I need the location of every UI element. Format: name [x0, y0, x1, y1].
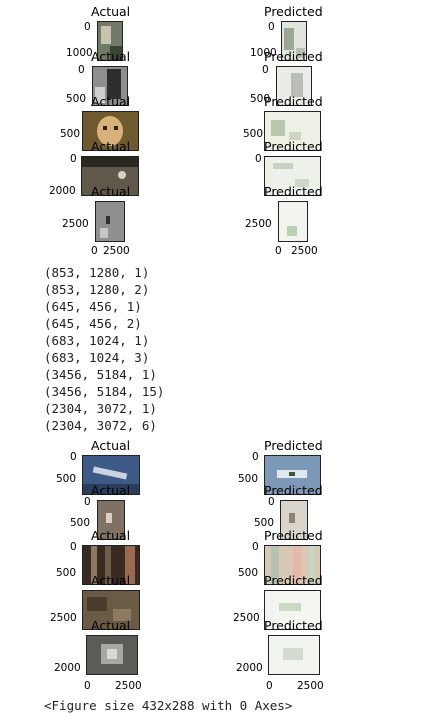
predicted-image-axes — [264, 111, 321, 151]
output-line: (3456, 5184, 1) — [44, 367, 157, 382]
x-tick-label: 0 — [84, 680, 91, 692]
output-line: (645, 456, 1) — [44, 299, 142, 314]
x-tick-label: 0 — [91, 245, 98, 257]
x-tick-label: 2500 — [297, 680, 324, 692]
x-tick-label: 0 — [275, 245, 282, 257]
actual-title: Actual — [91, 618, 131, 633]
x-tick-label: 2500 — [103, 245, 130, 257]
actual-title: Actual — [91, 438, 131, 453]
predicted-image-axes — [264, 590, 321, 630]
predicted-image-axes — [281, 21, 307, 61]
output-line: (683, 1024, 1) — [44, 333, 150, 348]
actual-image-axes — [97, 21, 123, 61]
predicted-image-axes — [264, 156, 321, 196]
y-tick-label: 500 — [56, 473, 77, 485]
y-tick-label: 0 — [84, 496, 91, 508]
y-tick-label: 2500 — [245, 218, 272, 230]
actual-title: Actual — [91, 573, 131, 588]
actual-image-axes — [82, 545, 140, 585]
output-line: (645, 456, 2) — [44, 316, 142, 331]
y-tick-label: 500 — [238, 473, 259, 485]
y-tick-label: 500 — [66, 93, 87, 105]
actual-title: Actual — [91, 184, 131, 199]
y-tick-label: 0 — [255, 153, 262, 165]
y-tick-label: 2000 — [49, 185, 76, 197]
y-tick-label: 500 — [238, 567, 259, 579]
actual-image-axes — [97, 500, 125, 540]
y-tick-label: 2500 — [62, 218, 89, 230]
predicted-image-axes — [276, 66, 312, 106]
y-tick-label: 0 — [84, 21, 91, 33]
actual-title: Actual — [91, 4, 131, 19]
x-tick-label: 2500 — [115, 680, 142, 692]
y-tick-label: 500 — [250, 93, 271, 105]
output-line: (853, 1280, 1) — [44, 265, 150, 280]
y-tick-label: 500 — [243, 128, 264, 140]
y-tick-label: 500 — [56, 567, 77, 579]
y-tick-label: 2500 — [50, 612, 77, 624]
predicted-title: Predicted — [264, 139, 323, 154]
output-line: (683, 1024, 3) — [44, 350, 150, 365]
predicted-title: Predicted — [264, 184, 323, 199]
output-line: (3456, 5184, 15) — [44, 384, 165, 399]
predicted-title: Predicted — [264, 573, 323, 588]
output-line: (2304, 3072, 1) — [44, 401, 157, 416]
actual-title: Actual — [91, 49, 131, 64]
actual-title: Actual — [91, 528, 131, 543]
y-tick-label: 0 — [252, 541, 259, 553]
y-tick-label: 0 — [252, 451, 259, 463]
y-tick-label: 0 — [70, 541, 77, 553]
actual-title: Actual — [91, 139, 131, 154]
predicted-image-axes — [264, 545, 321, 585]
predicted-title: Predicted — [264, 483, 323, 498]
y-tick-label: 2000 — [54, 662, 81, 674]
actual-title: Actual — [91, 483, 131, 498]
y-tick-label: 0 — [70, 451, 77, 463]
actual-image-axes — [82, 590, 140, 630]
predicted-image-axes — [268, 635, 320, 675]
predicted-title: Predicted — [264, 618, 323, 633]
y-tick-label: 500 — [70, 517, 91, 529]
actual-image-axes — [81, 156, 139, 196]
y-tick-label: 0 — [268, 496, 275, 508]
y-tick-label: 500 — [254, 517, 275, 529]
predicted-image-axes — [278, 201, 308, 242]
predicted-image-axes — [264, 455, 321, 495]
y-tick-label: 2000 — [236, 662, 263, 674]
y-tick-label: 0 — [78, 64, 85, 76]
y-tick-label: 1000 — [250, 47, 277, 59]
predicted-title: Predicted — [264, 438, 323, 453]
predicted-title: Predicted — [264, 528, 323, 543]
actual-image-axes — [95, 201, 125, 242]
output-line: (853, 1280, 2) — [44, 282, 150, 297]
y-tick-label: 500 — [60, 128, 81, 140]
actual-title: Actual — [91, 94, 131, 109]
x-tick-label: 0 — [266, 680, 273, 692]
y-tick-label: 2500 — [233, 612, 260, 624]
predicted-image-axes — [280, 500, 308, 540]
y-tick-label: 0 — [262, 64, 269, 76]
predicted-title: Predicted — [264, 4, 323, 19]
x-tick-label: 2500 — [291, 245, 318, 257]
y-tick-label: 0 — [268, 21, 275, 33]
predicted-title: Predicted — [264, 49, 323, 64]
actual-image-axes — [92, 66, 128, 106]
output-line: (2304, 3072, 6) — [44, 418, 157, 433]
figure-size-output: <Figure size 432x288 with 0 Axes> — [44, 698, 293, 713]
predicted-title: Predicted — [264, 94, 323, 109]
actual-image-axes — [82, 111, 139, 151]
actual-image-axes — [86, 635, 138, 675]
y-tick-label: 1000 — [66, 47, 93, 59]
actual-image-axes — [82, 455, 140, 495]
y-tick-label: 0 — [70, 153, 77, 165]
